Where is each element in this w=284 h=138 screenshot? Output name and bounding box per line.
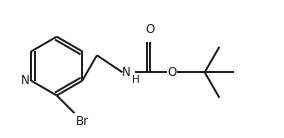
Text: O: O [145,23,154,36]
Text: Br: Br [76,115,89,128]
Text: N: N [20,74,29,87]
Text: N: N [122,66,131,79]
Text: O: O [168,66,177,79]
Text: H: H [132,75,140,85]
